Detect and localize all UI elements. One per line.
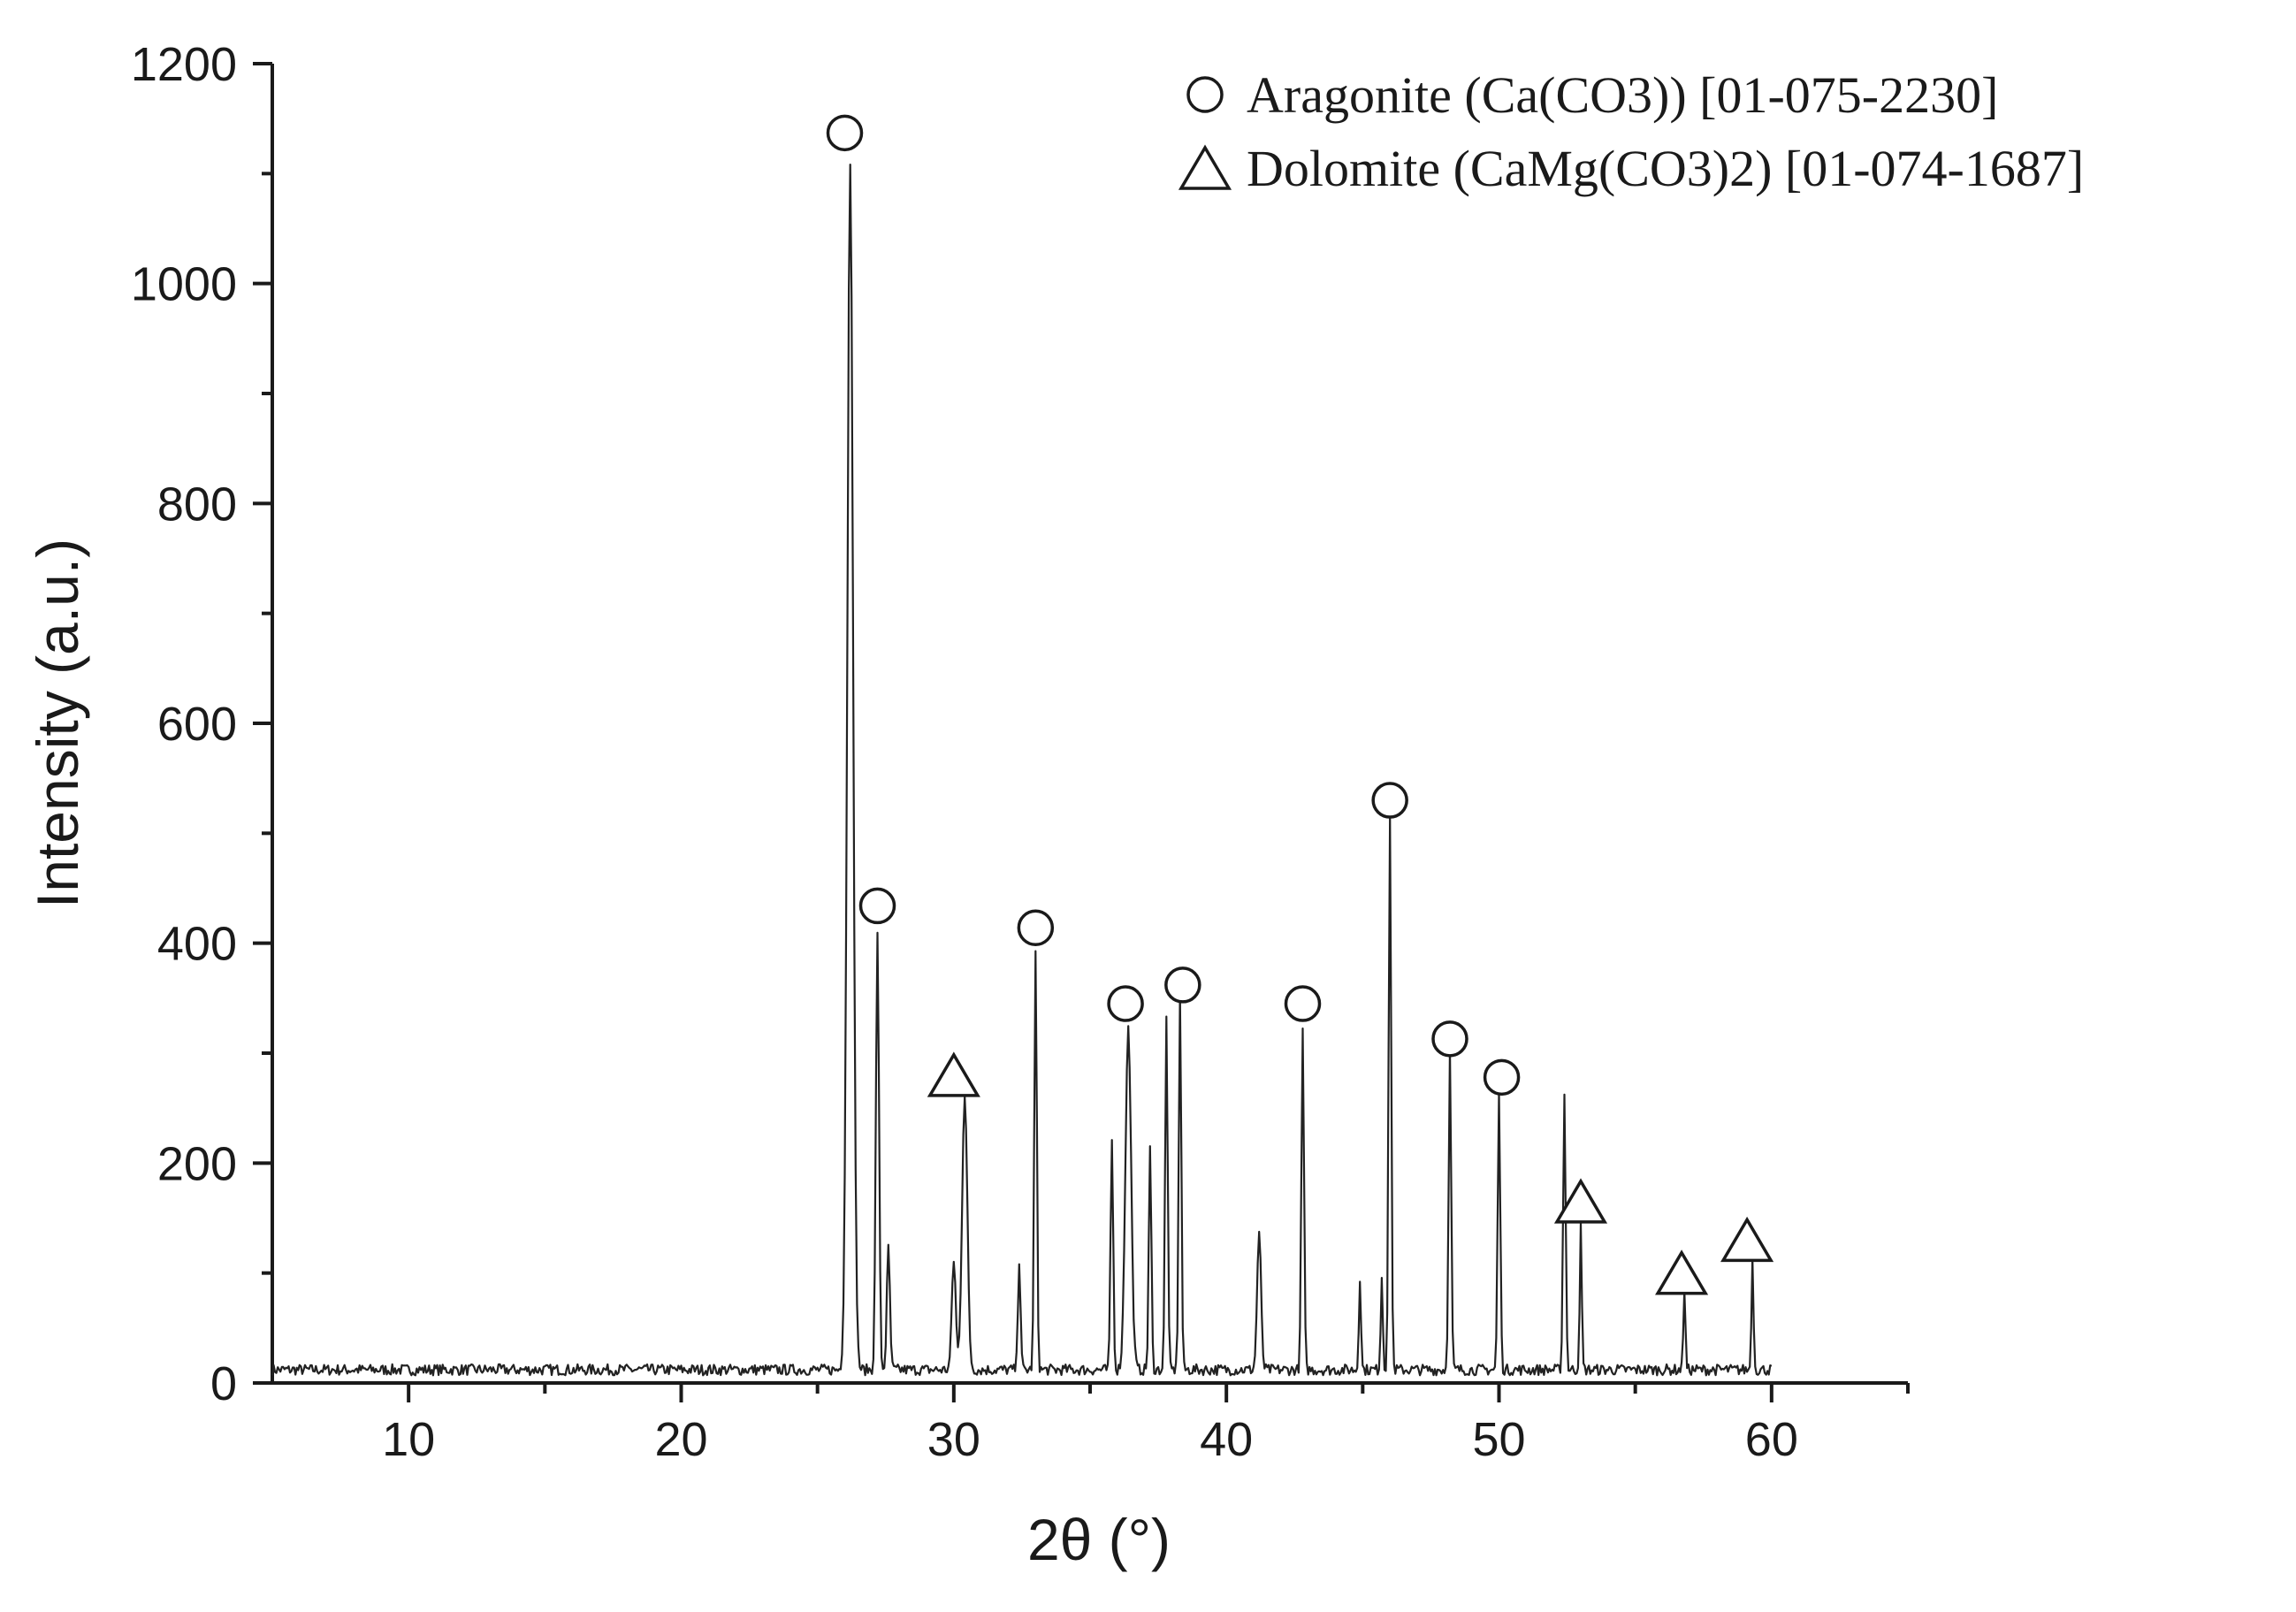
aragonite-marker	[1164, 966, 1201, 1004]
x-axis-title: 2θ (°)	[1027, 1507, 1171, 1572]
y-tick-label: 600	[157, 698, 237, 751]
legend-circle-icon	[1186, 76, 1224, 113]
aragonite-marker	[1284, 985, 1322, 1022]
aragonite-marker	[1107, 985, 1144, 1022]
legend: Aragonite (Ca(CO3)) [01-075-2230] Dolomi…	[1178, 66, 2084, 197]
diffraction-trace	[271, 164, 1773, 1377]
x-tick-label: 20	[654, 1413, 707, 1466]
x-tick-label: 60	[1745, 1413, 1798, 1466]
x-tick-label: 40	[1200, 1413, 1253, 1466]
y-tick-label: 800	[157, 477, 237, 531]
y-tick-label: 400	[157, 918, 237, 971]
aragonite-marker	[826, 114, 864, 152]
dolomite-marker	[1553, 1178, 1608, 1224]
x-tick-label: 10	[382, 1413, 435, 1466]
x-tick-label: 30	[927, 1413, 980, 1466]
y-axis-title: Intensity (a.u.)	[25, 539, 90, 908]
dolomite-marker	[1655, 1249, 1709, 1295]
y-tick-label: 1200	[131, 38, 237, 91]
x-tick-label: 50	[1472, 1413, 1525, 1466]
aragonite-marker	[1371, 782, 1408, 819]
legend-label-dolomite: Dolomite (CaMg(CO3)2) [01-074-1687]	[1247, 140, 2084, 197]
aragonite-marker	[1431, 1020, 1468, 1058]
legend-triangle-marker	[1178, 144, 1232, 190]
aragonite-marker	[1017, 909, 1055, 947]
dolomite-marker	[927, 1051, 980, 1097]
dolomite-marker	[1720, 1216, 1774, 1263]
phase-markers	[826, 114, 1774, 1295]
y-tick-label: 200	[157, 1137, 237, 1190]
aragonite-marker	[1483, 1058, 1521, 1096]
y-tick-label: 0	[210, 1357, 237, 1410]
legend-label-aragonite: Aragonite (Ca(CO3)) [01-075-2230]	[1247, 66, 1998, 124]
y-tick-label: 1000	[131, 258, 237, 311]
xrd-pattern-line	[271, 164, 1773, 1377]
legend-circle-marker	[1186, 76, 1224, 113]
legend-triangle-icon	[1178, 144, 1232, 190]
aragonite-marker	[858, 887, 896, 925]
